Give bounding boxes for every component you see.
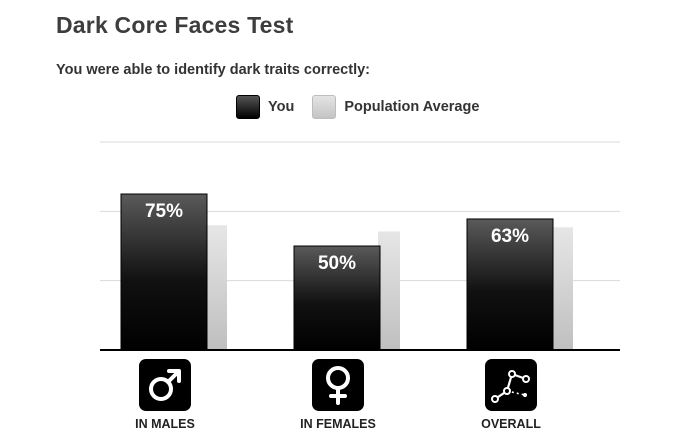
data-label-you-2: 63% [491, 226, 529, 247]
legend-item-you: You [236, 95, 294, 119]
bar-you-1 [293, 245, 381, 351]
male-symbol-icon [139, 359, 191, 411]
category-label-1: IN FEMALES [300, 417, 376, 431]
chart-legend: You Population Average [236, 95, 497, 119]
legend-label-population: Population Average [344, 99, 480, 115]
bar-population-2 [551, 227, 573, 350]
female-symbol-icon [312, 359, 364, 411]
page-title: Dark Core Faces Test [56, 12, 294, 38]
category-label-0: IN MALES [135, 417, 195, 431]
scatter-graph-icon [485, 359, 537, 411]
bar-you-0 [120, 193, 208, 351]
result-subtitle: You were able to identify dark traits co… [56, 62, 370, 78]
data-label-you-0: 75% [145, 201, 183, 222]
bar-population-1 [378, 231, 400, 350]
legend-swatch-you [236, 95, 260, 119]
legend-item-population: Population Average [312, 95, 479, 119]
legend-swatch-population [312, 95, 337, 119]
data-label-you-1: 50% [318, 253, 356, 274]
category-label-2: OVERALL [481, 417, 541, 431]
bar-you-2 [466, 218, 554, 351]
bar-population-0 [205, 225, 227, 350]
legend-label-you: You [268, 99, 295, 115]
